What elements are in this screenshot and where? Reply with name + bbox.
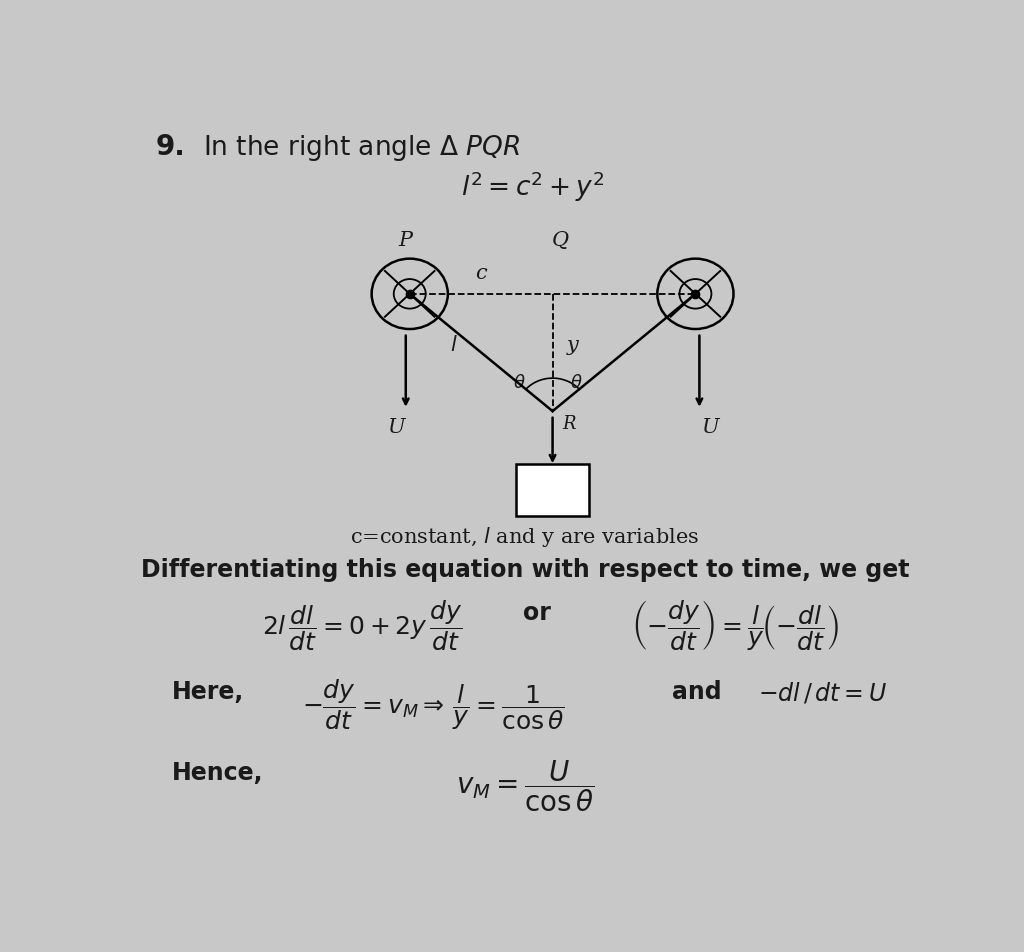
FancyBboxPatch shape [516, 464, 589, 516]
Text: c=constant, $\it{l}$ and y are variables: c=constant, $\it{l}$ and y are variables [350, 525, 699, 548]
Text: M: M [540, 478, 565, 502]
Text: $\it{l}^2 = \it{c}^2 + \it{y}^2$: $\it{l}^2 = \it{c}^2 + \it{y}^2$ [461, 169, 605, 204]
Text: $\left(-\dfrac{dy}{dt}\right) = \dfrac{l}{y}\!\left(-\dfrac{dl}{dt}\right)$: $\left(-\dfrac{dy}{dt}\right) = \dfrac{l… [631, 598, 839, 653]
Text: Here,: Here, [172, 680, 244, 704]
Text: $v_M = \dfrac{U}{\cos\theta}$: $v_M = \dfrac{U}{\cos\theta}$ [456, 758, 594, 814]
Text: c: c [475, 264, 487, 283]
Text: $2l\,\dfrac{dl}{dt} = 0 + 2y\,\dfrac{dy}{dt}$: $2l\,\dfrac{dl}{dt} = 0 + 2y\,\dfrac{dy}… [262, 598, 463, 653]
Text: $l$: $l$ [450, 335, 458, 355]
Text: In the right angle $\Delta$ $\it{PQR}$: In the right angle $\Delta$ $\it{PQR}$ [204, 132, 521, 163]
Text: U: U [387, 419, 404, 438]
Text: $\theta$: $\theta$ [570, 374, 583, 392]
Text: or: or [523, 601, 551, 625]
Text: U: U [700, 419, 719, 438]
Text: Hence,: Hence, [172, 761, 263, 784]
Text: 9.: 9. [156, 132, 185, 161]
Text: Q: Q [552, 230, 569, 249]
Text: $-\dfrac{dy}{dt} = v_{M} \Rightarrow\,\dfrac{l}{y} = \dfrac{1}{\cos\theta}$: $-\dfrac{dy}{dt} = v_{M} \Rightarrow\,\d… [302, 677, 565, 732]
Text: $\theta$: $\theta$ [513, 374, 525, 392]
Text: R: R [562, 415, 575, 433]
Text: $-dl\,/\,dt = U$: $-dl\,/\,dt = U$ [758, 680, 887, 705]
Text: and: and [672, 680, 721, 704]
Text: y: y [567, 336, 579, 355]
Text: P: P [398, 230, 413, 249]
Text: Differentiating this equation with respect to time, we get: Differentiating this equation with respe… [140, 558, 909, 582]
